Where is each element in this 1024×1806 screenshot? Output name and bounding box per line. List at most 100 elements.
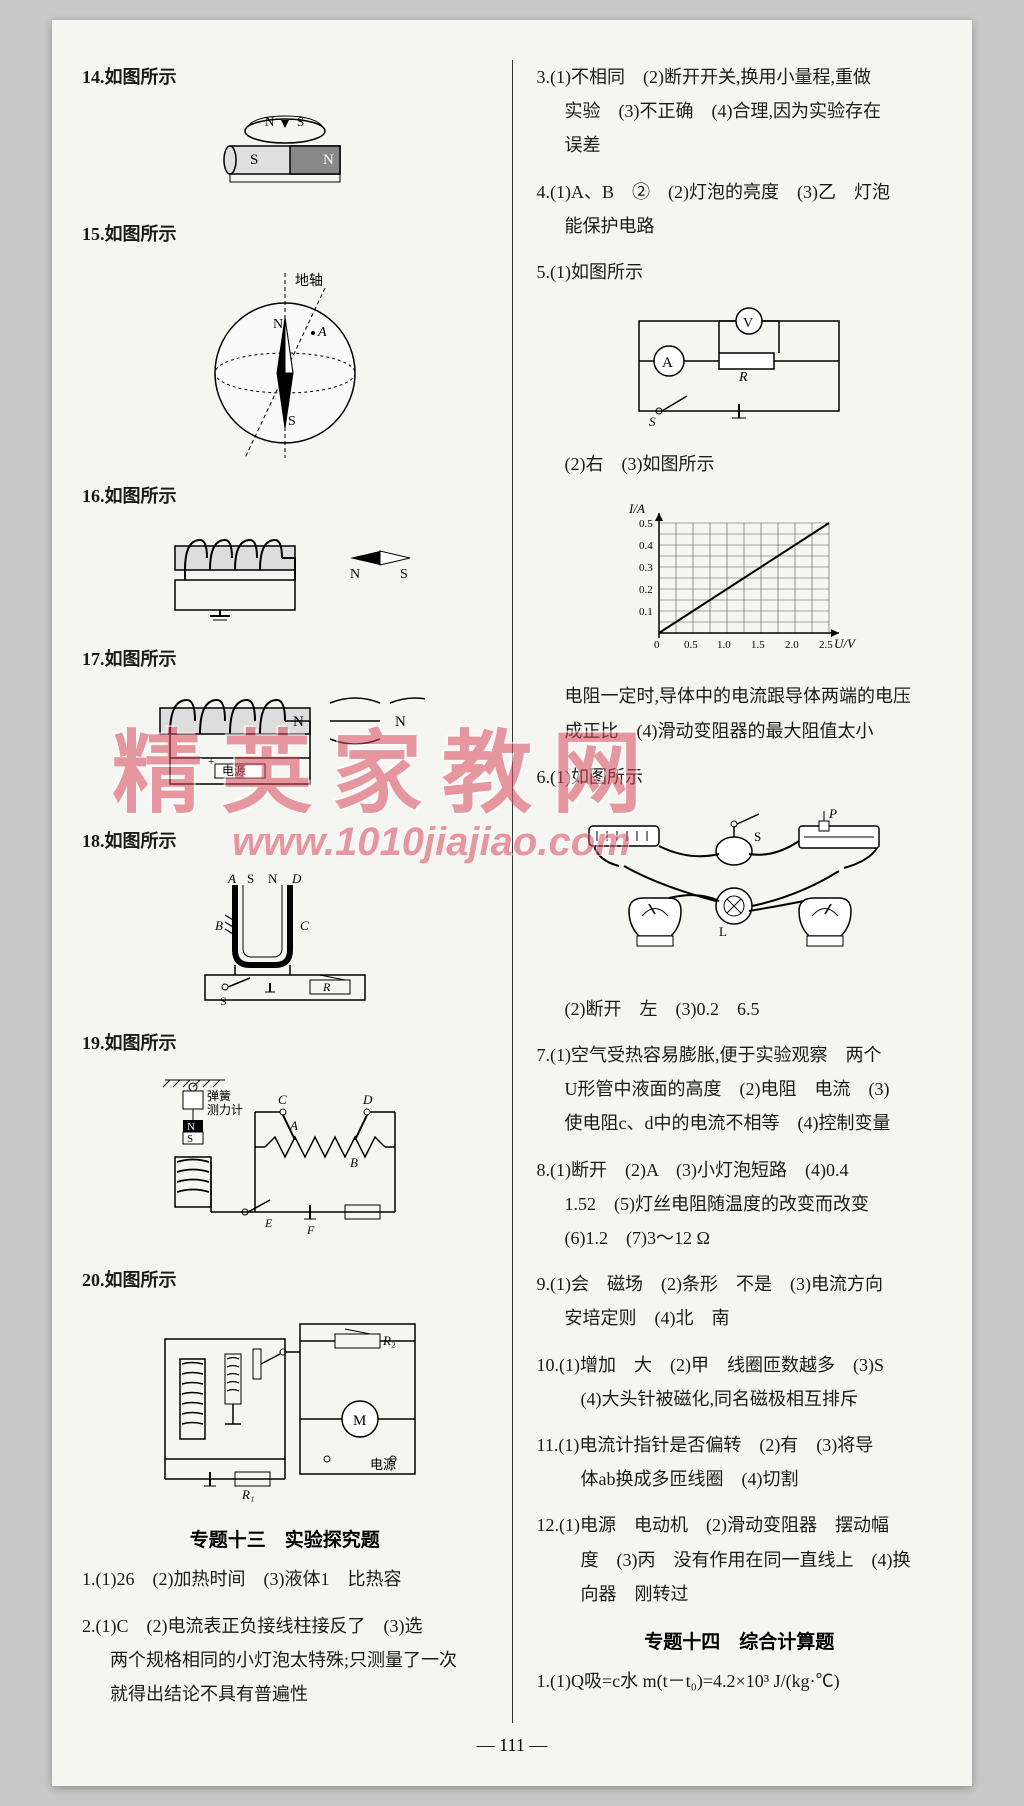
q12-line3: 向器 刚转过 [537, 1584, 689, 1604]
answer-s13-q10: 10.(1)增加 大 (2)甲 线圈匝数越多 (3)S (4)大头针被磁化,同名… [537, 1348, 943, 1416]
answer-item-19: 19.如图所示 [82, 1026, 488, 1060]
figure-6: P S L [537, 806, 943, 976]
answer-s13-q3: 3.(1)不相同 (2)断开开关,换用小量程,重做 实验 (3)不正确 (4)合… [537, 60, 943, 163]
svg-text:R: R [322, 980, 331, 994]
answer-s13-q12: 12.(1)电源 电动机 (2)滑动变阻器 摆动幅 度 (3)丙 没有作用在同一… [537, 1508, 943, 1611]
svg-text:P: P [828, 806, 837, 821]
svg-text:E: E [264, 1216, 273, 1230]
figure-18: A S N D B C S R [82, 870, 488, 1010]
svg-text:弹簧: 弹簧 [207, 1088, 231, 1103]
answer-s13-q1: 1.(1)26 (2)加热时间 (3)液体1 比热容 [82, 1562, 488, 1596]
section-title-14: 专题十四 综合计算题 [537, 1627, 943, 1654]
figure-5a: A R V S [537, 301, 943, 431]
svg-text:0.3: 0.3 [639, 562, 653, 574]
svg-text:A: A [289, 1118, 298, 1133]
answer-item-20: 20.如图所示 [82, 1263, 488, 1297]
svg-text:N: N [268, 871, 278, 886]
section-title-13: 专题十三 实验探究题 [82, 1525, 488, 1552]
svg-text:S: S [250, 152, 258, 168]
svg-text:1.0: 1.0 [717, 639, 731, 651]
answer-s13-q8: 8.(1)断开 (2)A (3)小灯泡短路 (4)0.4 1.52 (5)灯丝电… [537, 1153, 943, 1256]
svg-text:0.1: 0.1 [639, 606, 653, 618]
q8-line1: 8.(1)断开 (2)A (3)小灯泡短路 (4)0.4 [537, 1160, 849, 1180]
svg-text:M: M [353, 1413, 366, 1429]
q11-line1: 11.(1)电流计指针是否偏转 (2)有 (3)将导 [537, 1435, 874, 1455]
q10-line2: (4)大头针被磁化,同名磁极相互排斥 [537, 1389, 859, 1409]
svg-text:0.5: 0.5 [639, 518, 653, 530]
svg-text:A: A [662, 355, 673, 371]
svg-text:N: N [273, 317, 283, 332]
figure-14: N S S N [82, 106, 488, 201]
answer-s13-q5a: 5.(1)如图所示 [537, 255, 943, 289]
q7-line1: 7.(1)空气受热容易膨胀,便于实验观察 两个 [537, 1045, 882, 1065]
q3-line1: 3.(1)不相同 (2)断开开关,换用小量程,重做 [537, 67, 871, 87]
answer-item-15: 15.如图所示 [82, 217, 488, 251]
svg-text:C: C [300, 918, 309, 933]
svg-text:0.4: 0.4 [639, 540, 653, 552]
svg-text:1.5: 1.5 [751, 639, 765, 651]
q2-line2: 两个规格相同的小灯泡太特殊;只测量了一次 [82, 1650, 457, 1670]
svg-text:I/A: I/A [628, 501, 645, 516]
svg-text:B: B [215, 918, 223, 933]
page-container: 精英家教网 www.1010jiajiao.com 14.如图所示 N S S … [52, 20, 972, 1786]
svg-text:电源: 电源 [222, 764, 246, 778]
svg-text:S: S [288, 414, 296, 429]
answer-s14-q1: 1.(1)Q吸=c水 m(t－t₀)=4.2×10³ J/(kg·℃) [537, 1664, 943, 1698]
q10-line1: 10.(1)增加 大 (2)甲 线圈匝数越多 (3)S [537, 1355, 884, 1375]
svg-text:0.2: 0.2 [639, 584, 653, 596]
figure-15: 地轴 A N S [82, 263, 488, 463]
answer-s13-q2: 2.(1)C (2)电流表正负接线柱接反了 (3)选 两个规格相同的小灯泡太特殊… [82, 1609, 488, 1712]
figure-20: R₁ R₂ M 电源 [82, 1309, 488, 1509]
svg-text:N: N [265, 114, 275, 129]
answer-s13-q6: 6.(1)如图所示 [537, 760, 943, 794]
svg-text:0: 0 [654, 639, 660, 651]
svg-text:R: R [738, 370, 748, 385]
q12-line2: 度 (3)丙 没有作用在同一直线上 (4)换 [537, 1550, 911, 1570]
svg-text:地轴: 地轴 [295, 273, 323, 289]
svg-text:A: A [227, 871, 236, 886]
svg-text:S: S [400, 567, 408, 582]
column-divider [512, 60, 513, 1723]
svg-text:B: B [350, 1155, 358, 1170]
svg-text:2.5: 2.5 [819, 639, 833, 651]
svg-text:N: N [293, 714, 304, 730]
svg-text:S: S [754, 829, 761, 844]
q3-line3: 误差 [537, 135, 601, 155]
answer-s13-q7: 7.(1)空气受热容易膨胀,便于实验观察 两个 U形管中液面的高度 (2)电阻 … [537, 1038, 943, 1141]
q5c-line1: 电阻一定时,导体中的电流跟导体两端的电压 [565, 686, 912, 706]
svg-text:S: S [220, 994, 227, 1008]
figure-16: N S [82, 526, 488, 626]
svg-text:S: S [187, 1133, 193, 1145]
left-column: 14.如图所示 N S S N 15.如图所示 [82, 60, 488, 1723]
svg-text:R₁: R₁ [241, 1487, 254, 1502]
svg-text:S: S [649, 414, 656, 429]
q2-line3: 就得出结论不具有普遍性 [82, 1684, 308, 1704]
svg-text:V: V [743, 316, 753, 331]
q3-line2: 实验 (3)不正确 (4)合理,因为实验存在 [537, 101, 881, 121]
svg-text:2.0: 2.0 [785, 639, 799, 651]
figure-5b: I/A U/V 0.1 0.2 0.3 0.4 0.5 0 0.5 1.0 1.5 2.0 2.5 [537, 493, 943, 663]
svg-text:+: + [208, 756, 214, 768]
svg-text:N: N [395, 714, 406, 730]
q4-line2: 能保护电路 [537, 216, 655, 236]
svg-text:F: F [306, 1223, 315, 1237]
svg-text:N: N [323, 152, 334, 168]
answer-s13-q5b: (2)右 (3)如图所示 [537, 447, 943, 481]
svg-text:D: D [291, 871, 302, 886]
svg-text:C: C [278, 1092, 287, 1107]
svg-text:U/V: U/V [834, 636, 857, 651]
svg-text:N: N [187, 1121, 195, 1133]
page-number: — 111 — [82, 1735, 942, 1756]
right-column: 3.(1)不相同 (2)断开开关,换用小量程,重做 实验 (3)不正确 (4)合… [537, 60, 943, 1723]
answer-s13-q5c: 电阻一定时,导体中的电流跟导体两端的电压 成正比 (4)滑动变阻器的最大阻值太小 [537, 679, 943, 747]
svg-text:0.5: 0.5 [684, 639, 698, 651]
answer-s13-q6b: (2)断开 左 (3)0.2 6.5 [537, 992, 943, 1026]
svg-text:D: D [362, 1092, 373, 1107]
q8-line2: 1.52 (5)灯丝电阻随温度的改变而改变 [537, 1194, 870, 1214]
q11-line2: 体ab换成多匝线圈 (4)切割 [537, 1469, 799, 1489]
svg-text:N: N [350, 567, 360, 582]
answer-item-14: 14.如图所示 [82, 60, 488, 94]
svg-text:电源: 电源 [370, 1457, 396, 1472]
q4-line1: 4.(1)A、B ② (2)灯泡的亮度 (3)乙 灯泡 [537, 182, 890, 202]
svg-text:A: A [317, 325, 327, 340]
